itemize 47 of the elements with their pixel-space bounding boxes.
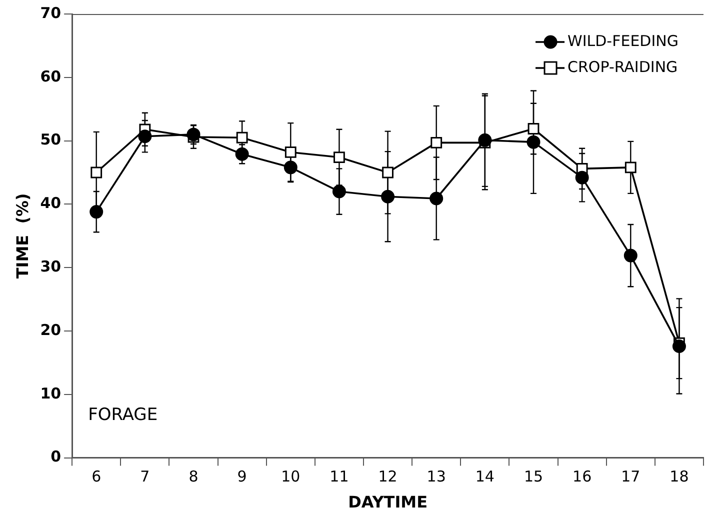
y-tick-label: 70 [40, 4, 62, 22]
point [430, 192, 444, 206]
x-tick-label: 17 [621, 468, 640, 486]
legend-label: WILD-FEEDING [568, 32, 679, 50]
x-tick-label: 7 [140, 468, 150, 486]
x-tick-label: 8 [188, 468, 198, 486]
point [624, 248, 638, 262]
x-tick-label: 15 [524, 468, 544, 486]
point [575, 170, 589, 184]
x-tick-label: 9 [237, 468, 247, 486]
point [284, 160, 298, 174]
point [478, 133, 492, 147]
point [528, 123, 540, 134]
point [430, 137, 442, 148]
annotation: FORAGE [88, 405, 158, 426]
y-tick-label: 20 [40, 320, 62, 339]
y-tick-label: 40 [40, 194, 62, 212]
point [236, 132, 248, 144]
point [235, 147, 249, 161]
x-tick-label: 13 [426, 468, 446, 486]
y-axis-title: TIME (%) [12, 193, 32, 279]
point [334, 152, 345, 163]
point [672, 339, 686, 353]
legend-label: CROP-RAIDING [568, 58, 678, 76]
x-axis-title: DAYTIME [348, 492, 428, 512]
x-tick-label: 16 [572, 468, 592, 486]
x-tick-label: 12 [378, 468, 398, 486]
point [186, 128, 200, 142]
x-tick-label: 10 [281, 468, 300, 486]
point [90, 166, 102, 178]
x-tick-label: 18 [670, 468, 689, 486]
point [284, 146, 296, 158]
point [526, 135, 540, 149]
y-tick-label: 0 [50, 448, 62, 466]
point [624, 162, 636, 174]
y-tick-label: 60 [40, 67, 62, 86]
x-tick-label: 11 [330, 468, 349, 486]
point [381, 190, 395, 204]
x-tick-label: 14 [475, 468, 494, 486]
y-tick-label: 30 [40, 257, 62, 276]
point [332, 184, 346, 198]
point [138, 130, 152, 144]
x-tick-label: 6 [92, 468, 102, 486]
point [382, 166, 394, 178]
y-tick-label: 10 [40, 384, 62, 402]
point [90, 205, 104, 219]
y-tick-label: 50 [40, 130, 62, 149]
